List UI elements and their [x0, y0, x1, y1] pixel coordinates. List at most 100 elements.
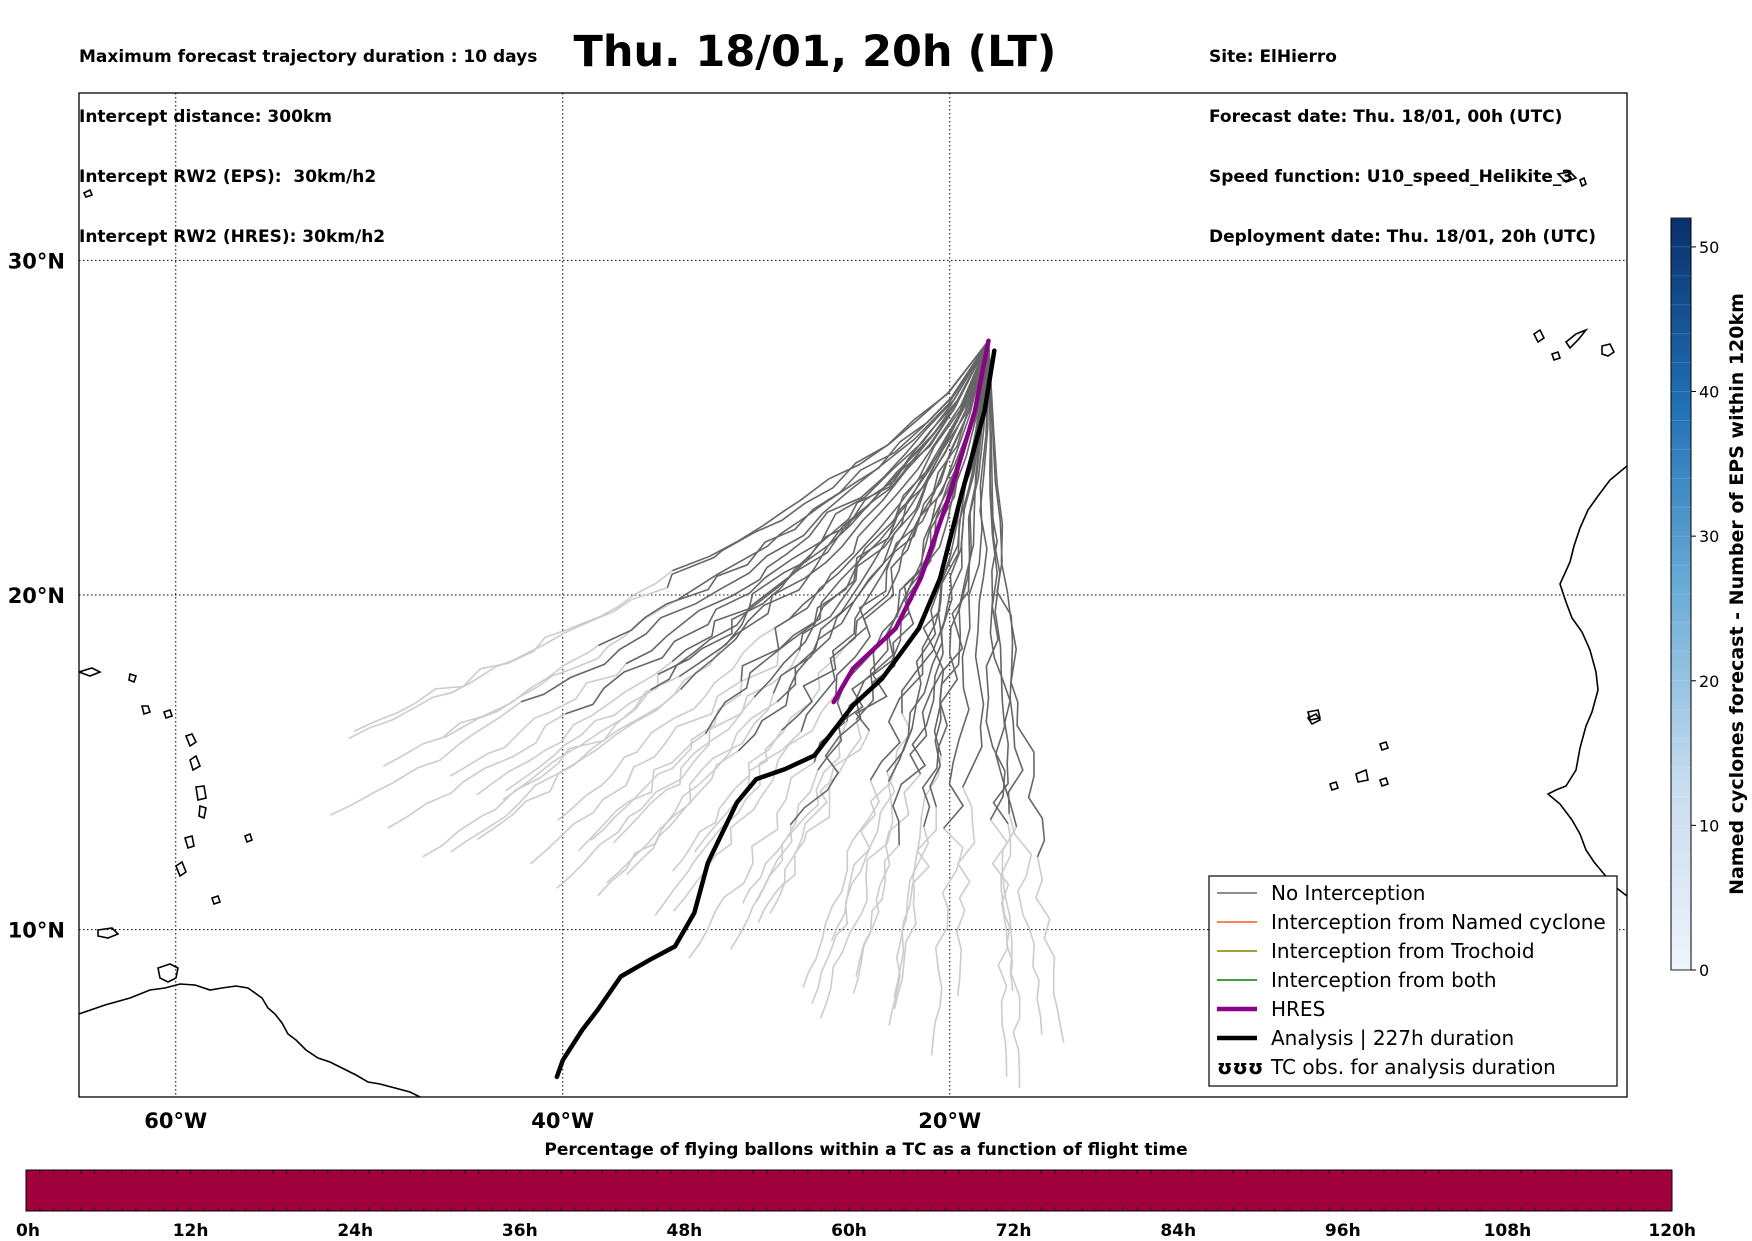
eps-trajectory — [985, 340, 1006, 821]
colorbar-tick-label: 10 — [1699, 816, 1719, 835]
eps-trajectory — [678, 340, 990, 678]
colorbar-tick-label: 20 — [1699, 672, 1719, 691]
timebar-fill — [25, 1169, 1673, 1212]
run-parameters: Maximum forecast trajectory duration : 1… — [79, 7, 537, 267]
timebar-ticks: 0h 12h 24h 36h 48h 60h 72h 84h 96h 108h 120h — [16, 1170, 1696, 1241]
tobago-coast — [210, 894, 222, 906]
site-line: Deployment date: Thu. 18/01, 20h (UTC) — [1209, 227, 1596, 247]
timebar-tick-label: 24h — [337, 1221, 373, 1241]
eps-trajectory — [666, 340, 990, 588]
eps-trajectory-late — [529, 680, 742, 865]
eps-trajectory-late — [1008, 813, 1043, 1035]
eps-trajectory-late — [353, 569, 673, 732]
eps-trajectory-late — [577, 733, 706, 852]
legend-label: HRES — [1271, 997, 1325, 1021]
lesser-antilles-j — [162, 708, 174, 720]
eps-trajectory — [942, 340, 990, 829]
eps-trajectory-late — [556, 696, 755, 889]
lesser-antilles-i — [79, 667, 102, 677]
tc-symbol-icon: ʊʊʊ — [1217, 1055, 1263, 1079]
eps-trajectory-late — [819, 781, 894, 1019]
eps-trajectory-late — [930, 827, 964, 1056]
madeira-b — [1579, 176, 1587, 188]
colorbar-label: Named cyclones forecast - Number of EPS … — [1726, 293, 1748, 895]
eps-trajectory-late — [476, 648, 722, 841]
colorbar-ticks: 0 10 20 30 40 50 — [1671, 217, 1719, 980]
eps-trajectory-late — [1001, 826, 1021, 1089]
eps-trajectory-late — [557, 619, 790, 821]
timebar-tick-label: 60h — [831, 1221, 867, 1241]
legend-label: Interception from Trochoid — [1271, 939, 1535, 963]
eps-trajectory — [520, 340, 990, 703]
lesser-antilles-d — [198, 804, 207, 820]
timebar-tick-label: 0h — [16, 1221, 40, 1241]
eps-trajectory — [720, 340, 990, 650]
eps-trajectory — [565, 340, 990, 715]
west-africa-coast — [1546, 465, 1627, 897]
legend-label: TC obs. for analysis duration — [1270, 1055, 1556, 1079]
lat-tick-label: 10°N — [8, 919, 65, 943]
colorbar-tick-label: 50 — [1699, 238, 1719, 257]
eps-trajectory — [788, 340, 990, 621]
eps-trajectory — [657, 340, 990, 676]
eps-trajectory-late — [382, 644, 599, 767]
eps-trajectory-late — [855, 773, 922, 977]
param-line: Intercept RW2 (EPS): 30km/h2 — [79, 167, 377, 187]
eps-trajectory — [798, 340, 990, 651]
lon-tick-label: 40°W — [531, 1109, 594, 1133]
eps-trajectory-late — [989, 819, 1010, 1077]
eps-trajectory-late — [694, 641, 850, 853]
timebar-tick-label: 84h — [1160, 1221, 1196, 1241]
eps-trajectory-late — [502, 689, 652, 801]
eps-trajectory-late — [449, 663, 627, 777]
eps-trajectory-late — [672, 693, 837, 912]
eps-trajectory — [987, 340, 1046, 858]
timebar-tick-label: 36h — [502, 1221, 538, 1241]
cape-verde-a — [1306, 712, 1322, 726]
eps-trajectories-no-interception — [520, 340, 1046, 858]
eps-trajectory-late — [505, 674, 659, 792]
colorbar-tick-label: 30 — [1699, 527, 1719, 546]
eps-trajectory-late — [688, 761, 815, 959]
cape-verde-e — [1378, 740, 1390, 752]
canary-a — [1532, 328, 1546, 344]
eps-trajectory — [740, 340, 990, 682]
lesser-antilles-a — [184, 733, 198, 748]
site-line: Speed function: U10_speed_Helikite_3 — [1209, 167, 1574, 187]
site-line: Site: ElHierro — [1209, 47, 1337, 67]
eps-trajectory — [650, 340, 990, 691]
eps-trajectory — [680, 340, 990, 690]
barbados-coast — [244, 832, 253, 844]
param-line: Intercept RW2 (HRES): 30km/h2 — [79, 227, 386, 247]
eps-trajectory-late — [348, 586, 668, 740]
eps-trajectory — [987, 340, 1024, 814]
eps-trajectory-late — [830, 713, 913, 942]
map-frame — [78, 92, 1628, 1098]
param-line: Intercept distance: 300km — [79, 107, 332, 127]
eps-trajectory-late — [387, 713, 566, 829]
axis-labels: 60°W 40°W 20°W 30°N 20°N 10°N — [8, 249, 982, 1133]
lesser-antilles-g — [140, 705, 152, 716]
eps-trajectory-late — [422, 675, 680, 858]
timebar-tick-label: 120h — [1648, 1221, 1696, 1241]
lesser-antilles-h — [128, 672, 138, 684]
colorbar-tick-label: 0 — [1699, 961, 1709, 980]
eps-trajectory — [929, 340, 990, 808]
eps-trajectory-late — [802, 779, 880, 988]
eps-trajectory — [921, 340, 990, 827]
timebar-tick-label: 108h — [1484, 1221, 1532, 1241]
eps-trajectory-late — [654, 730, 802, 916]
margarita-coast — [97, 927, 120, 939]
canary-b — [1564, 328, 1589, 350]
analysis-trajectory — [554, 348, 997, 1080]
lesser-antilles-f — [175, 860, 187, 878]
legend-label: No Interception — [1271, 881, 1425, 905]
eps-trajectory-late — [476, 660, 673, 796]
canary-c — [1601, 343, 1616, 357]
eps-trajectory-late — [888, 806, 938, 1026]
eps-trajectory — [672, 340, 990, 572]
lon-tick-label: 60°W — [144, 1109, 207, 1133]
eps-trajectory — [598, 340, 990, 647]
eps-trajectory-late — [756, 721, 848, 902]
